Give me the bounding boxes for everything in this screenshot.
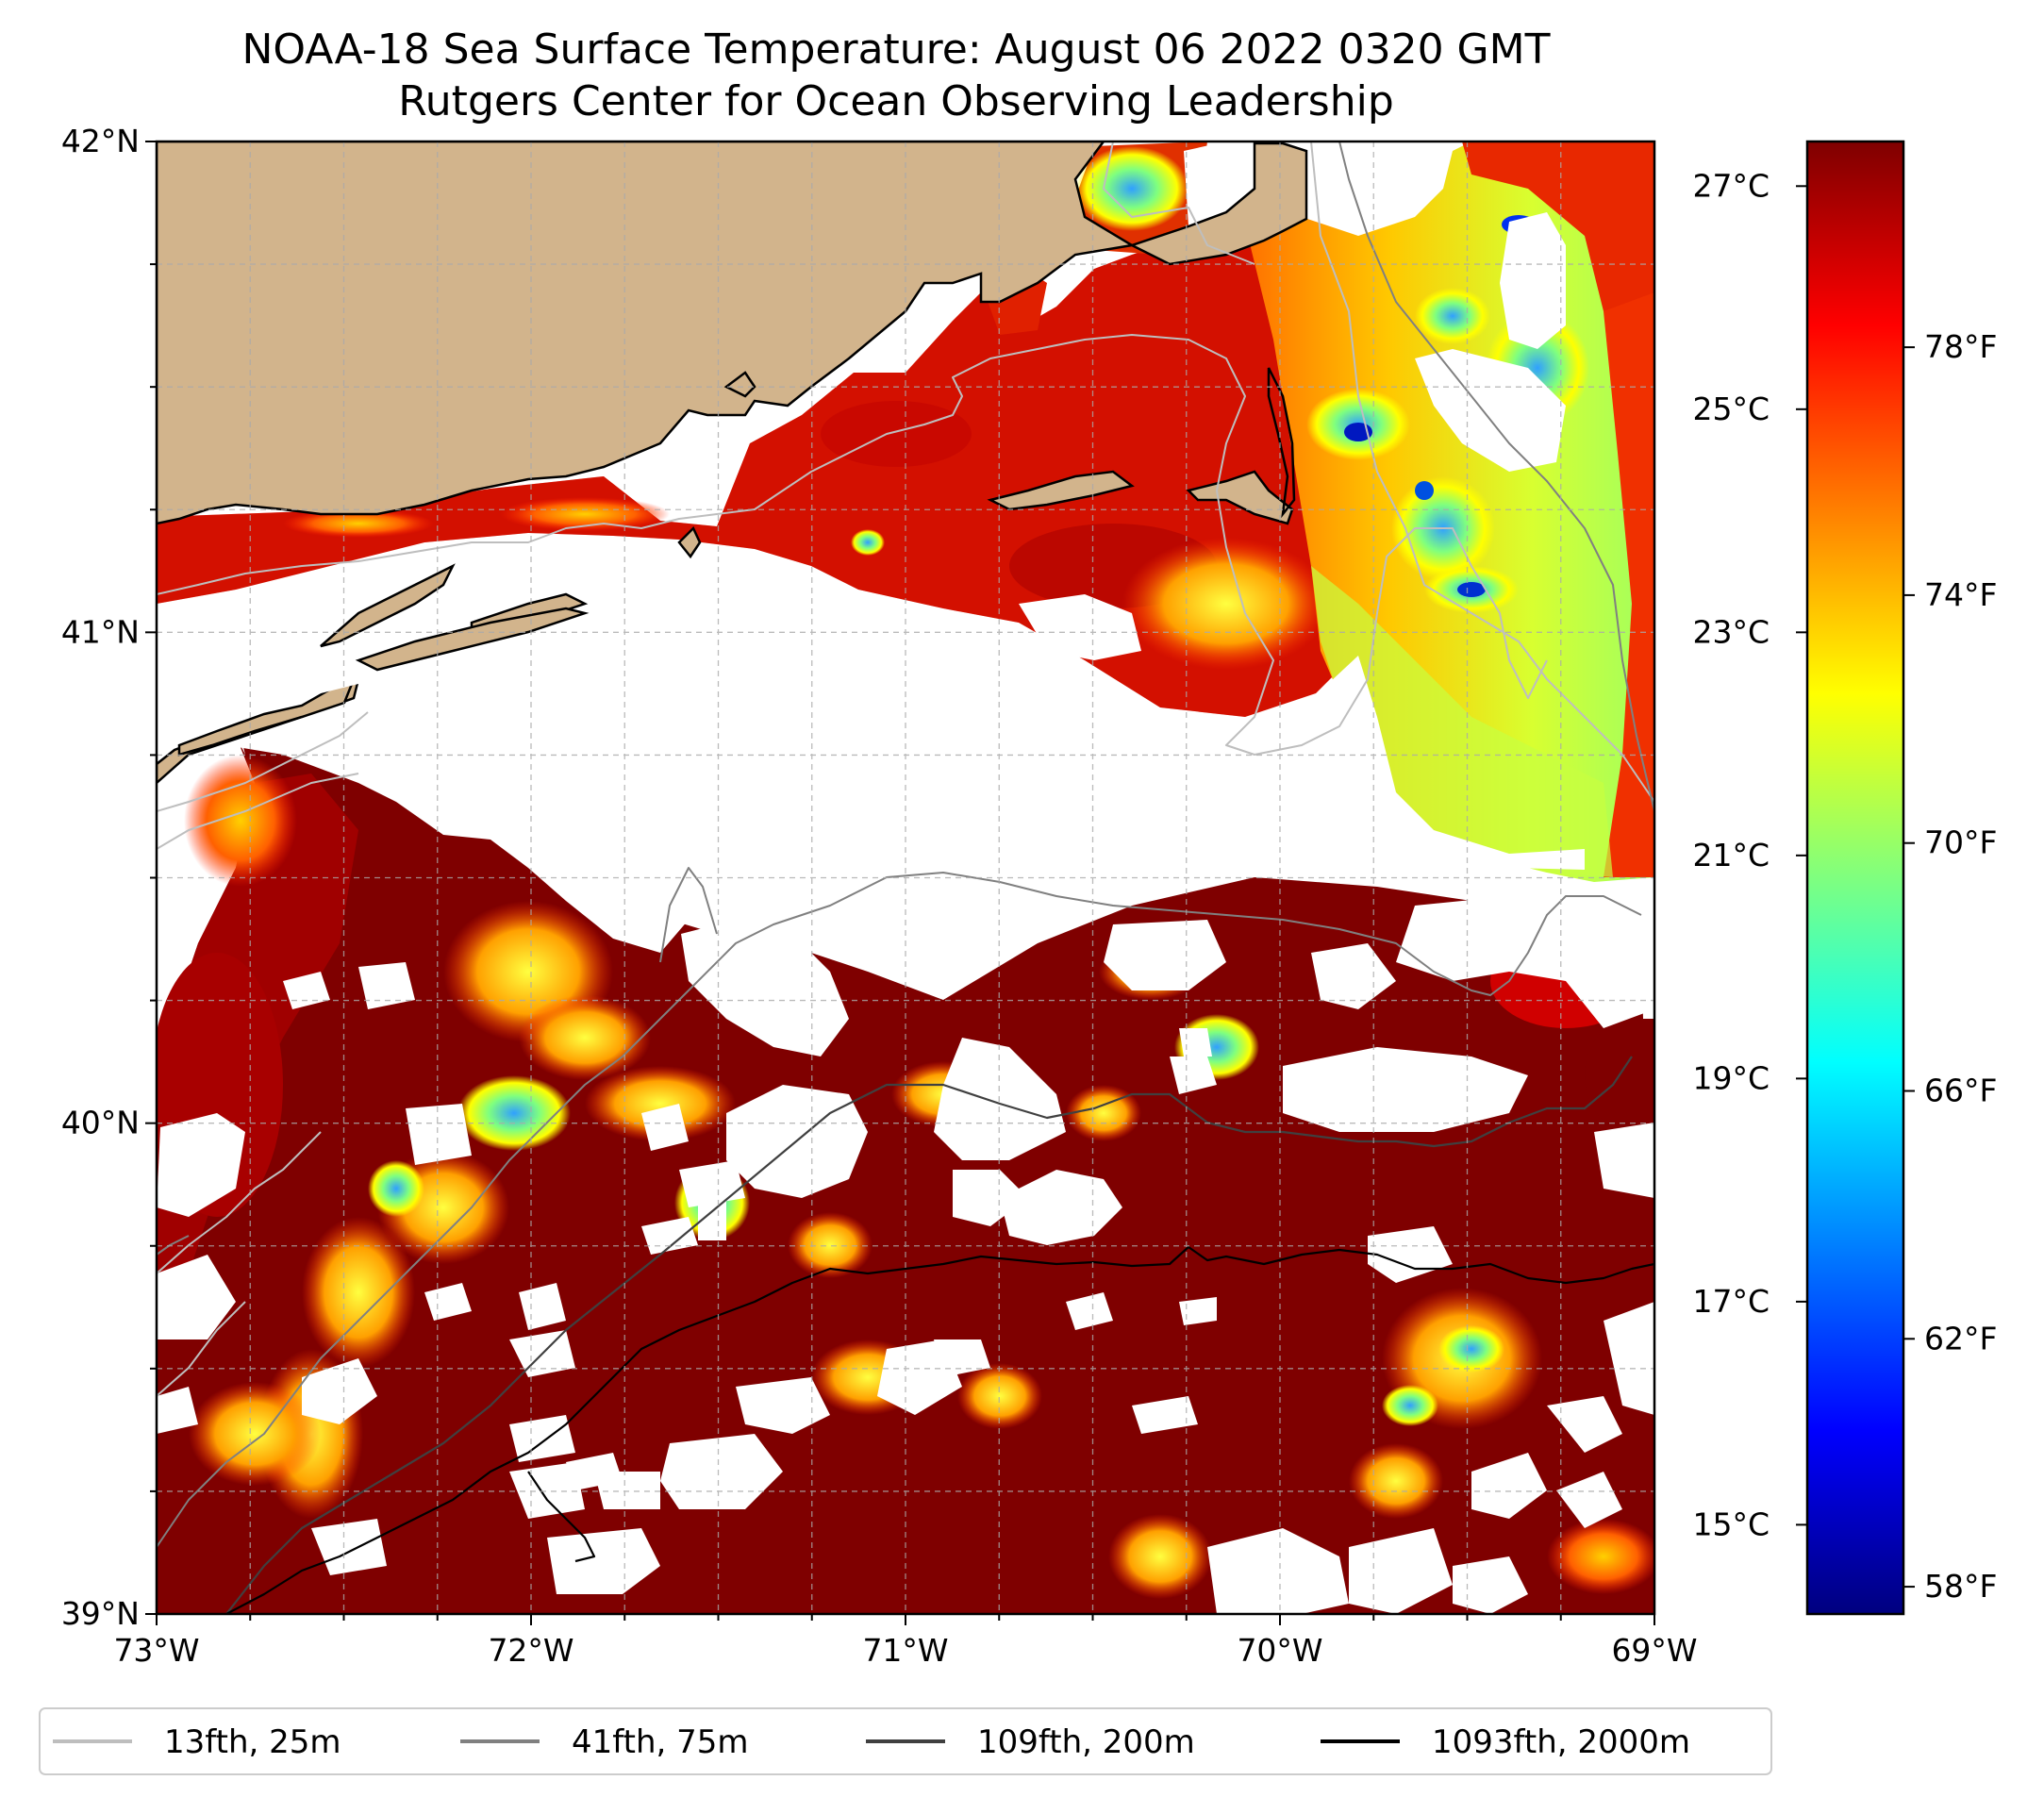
colorbar-fahrenheit-axis: 78°F 74°F 70°F 66°F 62°F 58°F xyxy=(1903,328,1997,1605)
map-title: NOAA-18 Sea Surface Temperature: August … xyxy=(242,25,1551,74)
legend-label: 109fth, 200m xyxy=(977,1723,1195,1761)
y-tick-label: 40°N xyxy=(61,1105,140,1141)
contour-2000m xyxy=(225,1245,1654,1614)
colorbar: 27°C 25°C 23°C 21°C 19°C 17°C 15°C 78°F 74°F 70°… xyxy=(1692,140,1997,1616)
x-tick-label: 70°W xyxy=(1237,1632,1322,1669)
fahrenheit-tick-label: 74°F xyxy=(1924,576,1997,613)
contour-200m xyxy=(225,1056,1633,1614)
contour-25m xyxy=(157,334,1548,756)
celsius-tick-label: 23°C xyxy=(1692,613,1770,650)
celsius-tick-label: 15°C xyxy=(1692,1506,1770,1542)
fahrenheit-tick-label: 58°F xyxy=(1924,1568,1997,1605)
legend-label: 41fth, 75m xyxy=(572,1723,749,1761)
x-tick-label: 72°W xyxy=(488,1632,573,1669)
y-axis: 42°N 41°N 40°N 39°N xyxy=(61,123,157,1632)
celsius-tick-label: 21°C xyxy=(1692,837,1770,874)
x-tick-label: 71°W xyxy=(862,1632,948,1669)
gridlines xyxy=(157,141,1654,1614)
celsius-tick-label: 25°C xyxy=(1692,391,1770,427)
x-axis: 73°W 72°W 71°W 70°W 69°W xyxy=(113,1614,1698,1669)
x-tick-label: 73°W xyxy=(113,1632,199,1669)
bathymetry-contours xyxy=(157,141,1654,1614)
legend-label: 13fth, 25m xyxy=(164,1723,341,1761)
sst-north-field xyxy=(157,225,1358,717)
celsius-tick-label: 27°C xyxy=(1692,167,1770,204)
fahrenheit-tick-label: 70°F xyxy=(1924,824,1997,861)
celsius-tick-label: 19°C xyxy=(1692,1059,1770,1096)
colorbar-celsius-axis: 27°C 25°C 23°C 21°C 19°C 17°C 15°C xyxy=(1692,167,1807,1542)
y-tick-label: 41°N xyxy=(61,613,140,650)
colorbar-gradient xyxy=(1805,140,1905,1616)
y-tick-label: 39°N xyxy=(61,1595,140,1632)
cloud-gaps xyxy=(157,536,1654,1614)
fahrenheit-tick-label: 78°F xyxy=(1924,328,1997,365)
map-subtitle: Rutgers Center for Ocean Observing Leade… xyxy=(398,77,1394,125)
fahrenheit-tick-label: 62°F xyxy=(1924,1320,1997,1356)
fahrenheit-tick-label: 66°F xyxy=(1924,1073,1997,1109)
x-tick-label: 69°W xyxy=(1611,1632,1697,1669)
contour-legend: 13fth, 25m 41fth, 75m 109fth, 200m 1093fth,… xyxy=(39,1707,1772,1775)
map-area xyxy=(157,141,1654,1614)
y-tick-label: 42°N xyxy=(61,123,140,159)
legend-label: 1093fth, 2000m xyxy=(1432,1723,1690,1761)
celsius-tick-label: 17°C xyxy=(1692,1283,1770,1320)
land-masses xyxy=(157,141,1308,785)
